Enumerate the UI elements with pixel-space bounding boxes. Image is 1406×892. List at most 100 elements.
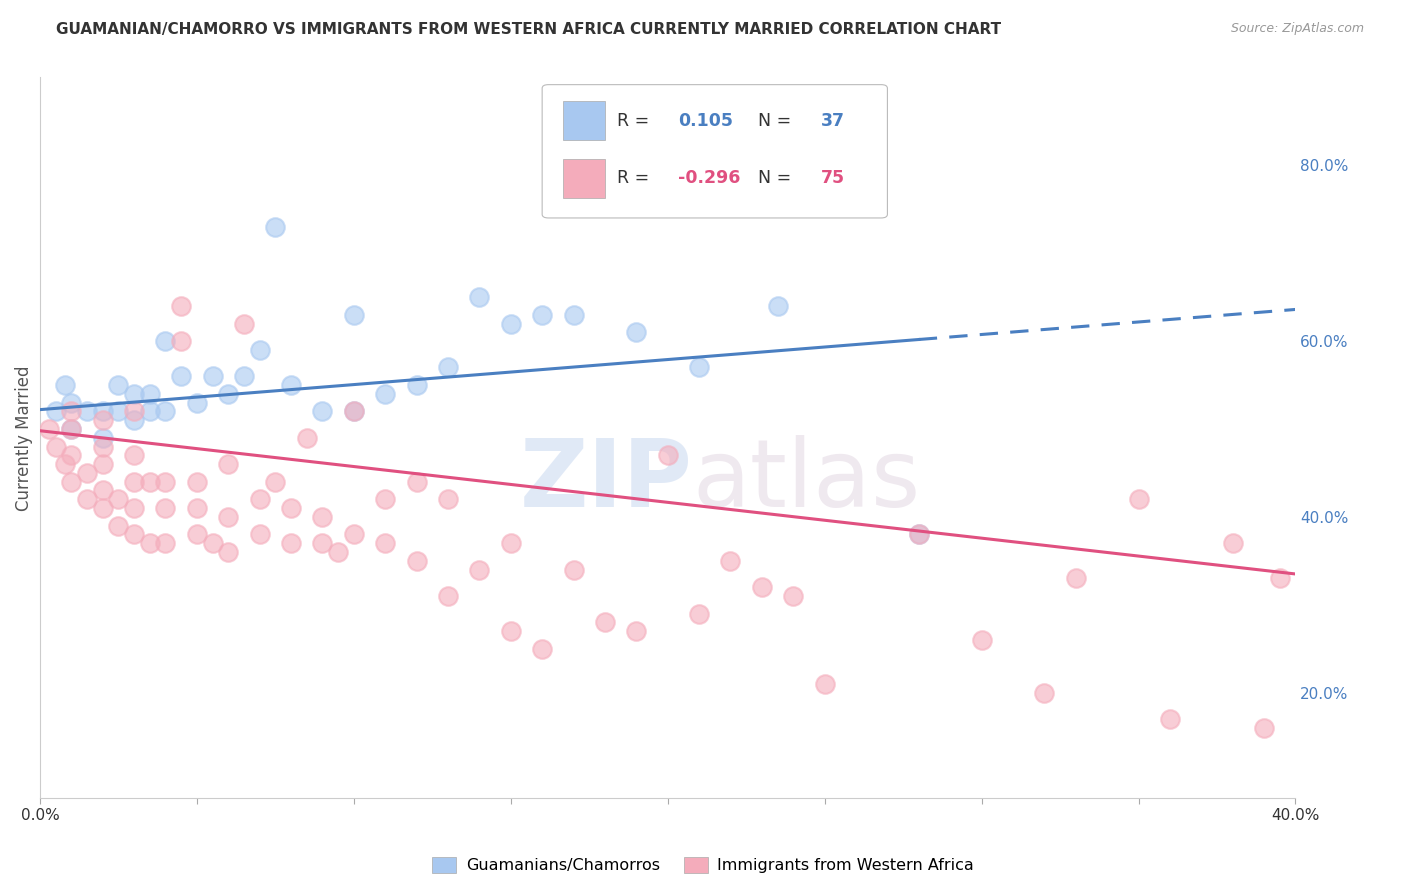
Point bbox=[1253, 721, 1275, 735]
Point bbox=[122, 404, 145, 418]
Point bbox=[45, 404, 67, 418]
Point bbox=[249, 343, 271, 357]
Point bbox=[437, 492, 460, 507]
Point bbox=[437, 360, 460, 375]
Point bbox=[217, 509, 239, 524]
Point bbox=[155, 501, 177, 516]
Point bbox=[107, 404, 129, 418]
Text: ZIP: ZIP bbox=[520, 435, 693, 527]
Point bbox=[60, 404, 83, 418]
Text: R =: R = bbox=[617, 169, 655, 187]
Point bbox=[657, 448, 679, 462]
Legend: Guamanians/Chamorros, Immigrants from Western Africa: Guamanians/Chamorros, Immigrants from We… bbox=[426, 850, 980, 880]
Point bbox=[76, 404, 98, 418]
Point bbox=[280, 378, 302, 392]
Point bbox=[907, 527, 929, 541]
Point bbox=[264, 475, 287, 489]
Point bbox=[201, 369, 224, 384]
Point bbox=[186, 527, 208, 541]
Text: N =: N = bbox=[758, 112, 797, 129]
FancyBboxPatch shape bbox=[564, 159, 605, 198]
Point bbox=[122, 386, 145, 401]
Point bbox=[233, 317, 256, 331]
Point bbox=[264, 219, 287, 234]
Point bbox=[405, 378, 427, 392]
Point bbox=[186, 501, 208, 516]
Point bbox=[53, 378, 76, 392]
Point bbox=[107, 492, 129, 507]
Point bbox=[1268, 571, 1291, 585]
Point bbox=[139, 536, 162, 550]
Point bbox=[782, 589, 804, 603]
Point bbox=[311, 536, 333, 550]
Point bbox=[217, 457, 239, 471]
Text: R =: R = bbox=[617, 112, 655, 129]
Point bbox=[249, 492, 271, 507]
Point bbox=[437, 589, 460, 603]
FancyBboxPatch shape bbox=[543, 85, 887, 218]
Point bbox=[60, 395, 83, 409]
Point bbox=[155, 475, 177, 489]
Point bbox=[249, 527, 271, 541]
Point bbox=[343, 527, 366, 541]
Point bbox=[405, 554, 427, 568]
Point bbox=[1222, 536, 1244, 550]
Point bbox=[751, 580, 773, 594]
FancyBboxPatch shape bbox=[564, 101, 605, 141]
Point bbox=[343, 308, 366, 322]
Point bbox=[201, 536, 224, 550]
Point bbox=[343, 404, 366, 418]
Point bbox=[295, 431, 318, 445]
Point bbox=[343, 404, 366, 418]
Point bbox=[76, 466, 98, 480]
Point bbox=[499, 317, 522, 331]
Point bbox=[53, 457, 76, 471]
Point bbox=[280, 501, 302, 516]
Point bbox=[170, 299, 193, 313]
Point bbox=[374, 492, 396, 507]
Point bbox=[122, 413, 145, 427]
Point bbox=[107, 518, 129, 533]
Point bbox=[91, 413, 114, 427]
Point bbox=[217, 386, 239, 401]
Point bbox=[107, 378, 129, 392]
Point bbox=[374, 386, 396, 401]
Point bbox=[91, 483, 114, 498]
Point bbox=[468, 290, 491, 304]
Point bbox=[233, 369, 256, 384]
Point bbox=[1064, 571, 1087, 585]
Point bbox=[122, 448, 145, 462]
Point bbox=[186, 475, 208, 489]
Point bbox=[155, 334, 177, 348]
Point bbox=[122, 527, 145, 541]
Text: Source: ZipAtlas.com: Source: ZipAtlas.com bbox=[1230, 22, 1364, 36]
Point bbox=[186, 395, 208, 409]
Point bbox=[326, 545, 349, 559]
Point bbox=[45, 440, 67, 454]
Text: 75: 75 bbox=[821, 169, 845, 187]
Point bbox=[122, 475, 145, 489]
Point bbox=[593, 615, 616, 630]
Point bbox=[374, 536, 396, 550]
Text: GUAMANIAN/CHAMORRO VS IMMIGRANTS FROM WESTERN AFRICA CURRENTLY MARRIED CORRELATI: GUAMANIAN/CHAMORRO VS IMMIGRANTS FROM WE… bbox=[56, 22, 1001, 37]
Text: 37: 37 bbox=[821, 112, 845, 129]
Point bbox=[1159, 712, 1181, 726]
Point bbox=[626, 326, 648, 340]
Point bbox=[499, 624, 522, 638]
Point bbox=[970, 632, 993, 647]
Point bbox=[907, 527, 929, 541]
Point bbox=[60, 475, 83, 489]
Point bbox=[311, 404, 333, 418]
Point bbox=[76, 492, 98, 507]
Point bbox=[562, 563, 585, 577]
Text: 0.105: 0.105 bbox=[678, 112, 733, 129]
Text: -0.296: -0.296 bbox=[678, 169, 740, 187]
Point bbox=[1033, 685, 1056, 699]
Y-axis label: Currently Married: Currently Married bbox=[15, 365, 32, 510]
Point bbox=[311, 509, 333, 524]
Point bbox=[766, 299, 789, 313]
Point bbox=[91, 457, 114, 471]
Point bbox=[38, 422, 60, 436]
Point bbox=[626, 624, 648, 638]
Point bbox=[91, 431, 114, 445]
